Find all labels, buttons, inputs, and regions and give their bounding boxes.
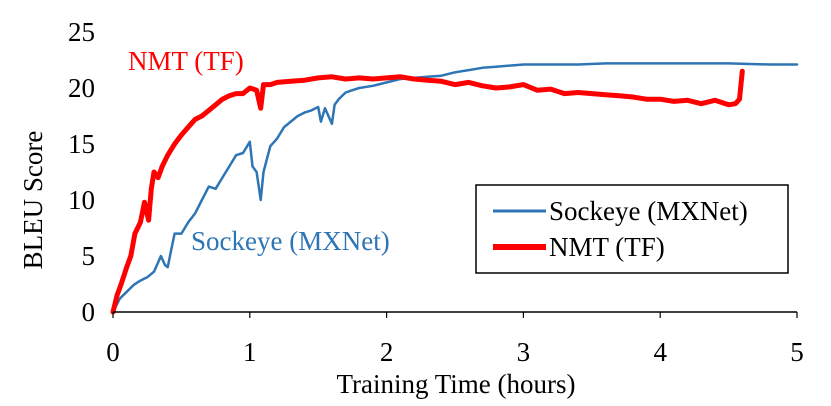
y-tick-label: 20: [68, 73, 95, 103]
x-tick-label: 5: [790, 337, 804, 367]
x-tick-label: 0: [106, 337, 120, 367]
annotation-nmt-tf: NMT (TF): [128, 46, 244, 76]
y-tick-label: 15: [68, 129, 95, 159]
annotation-sockeye-mxnet: Sockeye (MXNet): [191, 226, 390, 256]
x-axis-title: Training Time (hours): [336, 369, 575, 399]
series-line-sockeye-mxnet: [111, 62, 799, 314]
legend-label-sockeye: Sockeye (MXNet): [549, 196, 748, 226]
y-axis-title: BLEU Score: [18, 131, 48, 270]
y-tick-label: 0: [82, 297, 96, 327]
plot-area: [110, 62, 799, 315]
y-tick-label: 5: [82, 241, 96, 271]
x-tick-label: 4: [653, 337, 667, 367]
x-tick-label: 1: [243, 337, 257, 367]
y-tick-label: 10: [68, 185, 95, 215]
legend-label-nmt: NMT (TF): [549, 232, 665, 262]
x-tick-label: 3: [517, 337, 531, 367]
legend-box: [475, 184, 789, 274]
series-line-nmt-tf: [110, 68, 745, 315]
axes: 0 5 10 15 20 25 0 1 2 3 4 5: [68, 17, 804, 367]
legend: Sockeye (MXNet) NMT (TF): [475, 184, 789, 274]
y-tick-label: 25: [68, 17, 95, 47]
x-tick-label: 2: [380, 337, 394, 367]
